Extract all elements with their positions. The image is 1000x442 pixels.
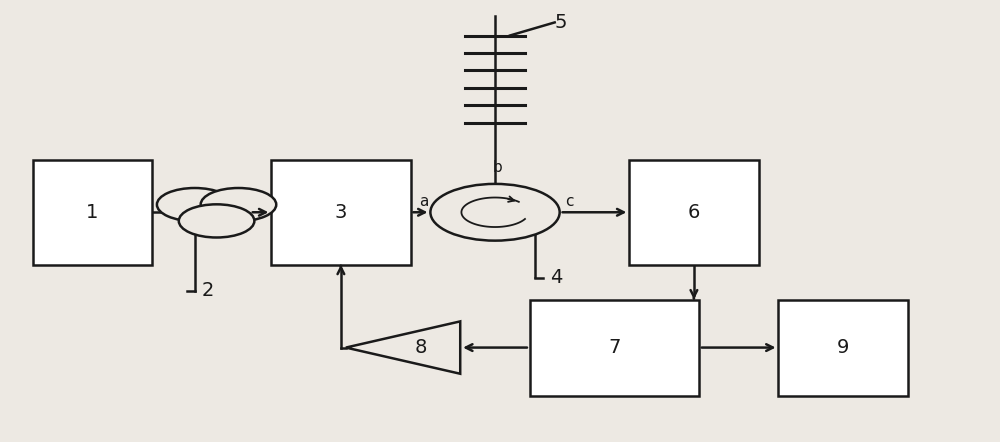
Text: a: a [419, 194, 428, 209]
Text: 1: 1 [86, 203, 98, 222]
FancyBboxPatch shape [33, 160, 152, 265]
FancyBboxPatch shape [271, 160, 411, 265]
Text: c: c [565, 194, 573, 209]
Circle shape [430, 184, 560, 240]
Text: 5: 5 [555, 13, 567, 32]
Text: 6: 6 [688, 203, 700, 222]
Text: 3: 3 [335, 203, 347, 222]
Circle shape [157, 188, 232, 221]
FancyBboxPatch shape [530, 300, 699, 396]
Text: 2: 2 [202, 281, 214, 300]
Text: 9: 9 [837, 338, 849, 357]
Polygon shape [346, 321, 460, 374]
Text: 4: 4 [550, 268, 562, 287]
FancyBboxPatch shape [778, 300, 908, 396]
FancyBboxPatch shape [629, 160, 759, 265]
Circle shape [201, 188, 276, 221]
Text: b: b [492, 160, 502, 175]
Text: 7: 7 [608, 338, 621, 357]
Circle shape [179, 204, 254, 237]
Text: 8: 8 [414, 338, 427, 357]
